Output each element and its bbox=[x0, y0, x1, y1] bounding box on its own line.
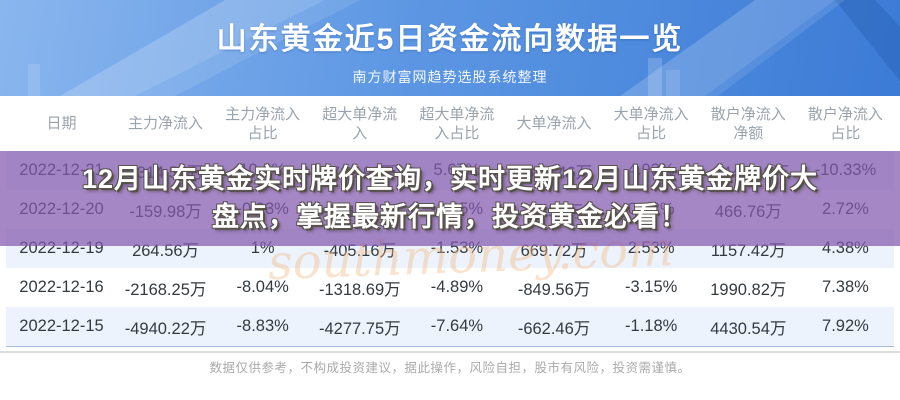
column-header: 散户净流入 占比 bbox=[807, 105, 883, 142]
column-header: 大单净流入 占比 bbox=[613, 105, 689, 142]
value-cell: -8.04% bbox=[236, 278, 289, 296]
column-header: 大单净流入 bbox=[516, 115, 592, 132]
value-cell: 7.38% bbox=[822, 278, 869, 296]
page-subtitle: 南方财富网趋势选股系统整理 bbox=[352, 69, 548, 85]
column-header: 主力净流入 占比 bbox=[225, 105, 301, 142]
value-cell: 669.72万 bbox=[520, 241, 588, 260]
promo-headline-line1: 12月山东黄金实时牌价查询，实时更新12月山东黄金牌价大 bbox=[81, 164, 819, 194]
value-cell: -8.83% bbox=[236, 317, 289, 335]
table-row: 2022-12-15 -4940.22万 -8.83% -4277.75万 -7.64%… bbox=[6, 307, 894, 347]
value-cell: -662.46万 bbox=[517, 319, 591, 338]
table-header-row: 日期 主力净流入 主力净流入 占比 超大单净流入超大单净流 入占比 大单净流入 大单净流入 占比… bbox=[6, 96, 894, 151]
column-header: 散户净流入 净额 bbox=[710, 105, 786, 142]
table-row: 2022-12-16 -2168.25万 -8.04% -1318.69万 -4.89%… bbox=[6, 268, 894, 307]
footer-divider bbox=[0, 351, 900, 353]
value-cell: -4277.75万 bbox=[318, 319, 401, 338]
column-header: 超大单净流 入占比 bbox=[419, 105, 495, 142]
promo-overlay-band bbox=[0, 151, 900, 246]
value-cell: -1.18% bbox=[625, 317, 678, 335]
value-cell: -4.89% bbox=[430, 278, 484, 296]
page-title: 山东黄金近5日资金流向数据一览 bbox=[216, 23, 684, 56]
value-cell: -7.64% bbox=[430, 317, 484, 335]
value-cell: -3.15% bbox=[625, 278, 678, 296]
banner-decor-shapes bbox=[28, 0, 900, 96]
value-cell: -4940.22万 bbox=[124, 319, 207, 338]
value-cell: -1318.69万 bbox=[318, 280, 401, 299]
value-cell: 1990.82万 bbox=[710, 280, 787, 299]
date-cell: 2022-12-16 bbox=[19, 278, 104, 296]
promo-headline: 12月山东黄金实时牌价查询，实时更新12月山东黄金牌价大 盘点，掌握最新行情，投… bbox=[0, 160, 900, 236]
value-cell: 7.92% bbox=[822, 317, 869, 335]
column-header: 超大单净流入 bbox=[322, 105, 398, 142]
date-cell: 2022-12-15 bbox=[19, 317, 104, 335]
column-header: 日期 bbox=[46, 115, 77, 132]
promo-headline-line2: 盘点，掌握最新行情，投资黄金必看！ bbox=[212, 202, 688, 232]
banner: 山东黄金近5日资金流向数据一览 南方财富网趋势选股系统整理 bbox=[0, 0, 900, 96]
value-cell: -2168.25万 bbox=[124, 280, 207, 299]
disclaimer-text: 数据仅供参考，不构成投资建议，据此操作，风险自担，股市有风险，投资需谨慎。 bbox=[209, 361, 691, 375]
value-cell: 264.56万 bbox=[132, 241, 200, 260]
value-cell: 4430.54万 bbox=[710, 319, 787, 338]
column-header: 主力净流入 bbox=[128, 115, 204, 132]
value-cell: -405.16万 bbox=[323, 241, 397, 260]
value-cell: 1157.42万 bbox=[710, 241, 786, 260]
value-cell: -849.56万 bbox=[517, 280, 591, 299]
